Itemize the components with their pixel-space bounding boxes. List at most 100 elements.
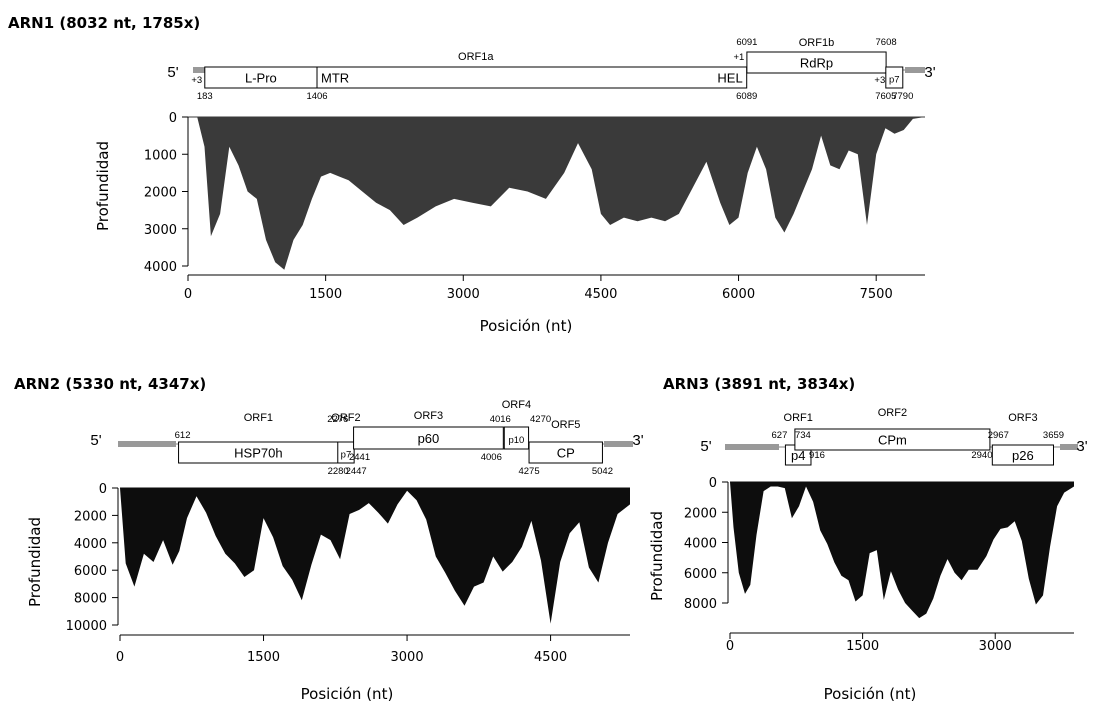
position-number: 612 (175, 430, 191, 441)
y-tick-label: 4000 (74, 537, 107, 552)
x-tick-label: 6000 (722, 287, 755, 302)
orf-label: ORF4 (502, 399, 531, 411)
orf-box-label: RdRp (800, 56, 833, 71)
orf-box (353, 426, 504, 450)
orf-label: ORF5 (551, 419, 580, 431)
three-prime-label: 3' (924, 64, 935, 81)
x-tick-label: 4500 (584, 287, 617, 302)
coverage-area (730, 482, 1074, 619)
y-tick-label: 2000 (74, 509, 107, 524)
y-tick-label: 10000 (66, 619, 107, 634)
utr-3 (905, 67, 925, 73)
orf-box-label: p4 (791, 448, 805, 463)
three-prime-label: 3' (1076, 438, 1087, 455)
five-prime-label: 5' (167, 64, 178, 81)
orf-box (991, 444, 1054, 466)
orf-box-label: HSP70h (234, 446, 282, 461)
genome-map: 5' 3' HSP70h p7 p60 p10 CP ORF1 ORF2 ORF3 ORF4 ORF5… (90, 399, 643, 477)
position-number: 2967 (988, 430, 1009, 441)
position-number: 6089 (736, 91, 757, 102)
genome-map: 5' 3' L-Pro MTR HEL RdRp p7 ORF1a ORF1b +3 183 1406… (167, 37, 935, 102)
y-tick-label: 2000 (684, 506, 717, 521)
y-tick-label: 6000 (684, 567, 717, 582)
position-number: 7790 (892, 91, 913, 102)
y-axis-label: Profundidad (94, 141, 112, 231)
three-prime-label: 3' (632, 432, 643, 449)
panel-title: ARN2 (5330 nt, 4347x) (14, 375, 206, 393)
y-tick-label: 0 (99, 482, 107, 497)
orf-box (528, 441, 603, 464)
y-tick-label: 0 (709, 476, 717, 491)
panel-title: ARN3 (3891 nt, 3834x) (663, 375, 855, 393)
orf-label: ORF3 (414, 410, 443, 422)
orf-box-label: L-Pro (245, 71, 277, 86)
position-number: 6091 (736, 37, 757, 48)
x-tick-label: 1500 (247, 650, 280, 665)
position-number: 2441 (349, 452, 370, 463)
genome-map: 5' 3' p4 CPm p26 ORF1 ORF2 ORF3 627 734 916 2940 296… (700, 407, 1088, 466)
utr-5 (725, 444, 779, 450)
position-number: 916 (809, 450, 825, 461)
y-axis-label: Profundidad (26, 517, 44, 607)
orf-box-label: p7 (341, 450, 352, 461)
x-axis-label: Posición (nt) (480, 317, 573, 335)
orf-label: ORF1b (799, 37, 834, 49)
panel-title: ARN1 (8032 nt, 1785x) (8, 14, 200, 32)
orf-box (794, 428, 991, 451)
x-tick-label: 0 (184, 287, 192, 302)
orf-label: ORF1a (458, 51, 494, 63)
x-tick-label: 4500 (534, 650, 567, 665)
orf-box (503, 426, 530, 450)
y-tick-label: 4000 (144, 260, 177, 275)
orf-box-label: CPm (878, 433, 907, 448)
y-tick-label: 8000 (684, 597, 717, 612)
coverage-area (120, 488, 630, 624)
five-prime-label: 5' (90, 432, 101, 449)
orf-box-label: p10 (508, 435, 524, 446)
coverage-area (188, 117, 925, 270)
x-tick-label: 7500 (860, 287, 893, 302)
y-tick-label: 6000 (74, 564, 107, 579)
y-tick-label: 2000 (144, 186, 177, 201)
orf-label: ORF2 (331, 412, 360, 424)
position-number: 2276 (327, 414, 348, 425)
coverage-plot: 0 1000 2000 3000 4000 0 1500 3000 4500 6000 7500 (144, 111, 925, 302)
orf-box (885, 66, 904, 89)
x-tick-label: 3000 (979, 639, 1012, 654)
coverage-plot: 0 2000 4000 6000 8000 10000 0 1500 3000 4500 (66, 482, 630, 665)
position-number: +3 (874, 75, 885, 86)
orf-box-label: CP (557, 446, 575, 461)
panel-arn1: ARN1 (8032 nt, 1785x) 5' 3' L-Pro MTR HEL RdR… (8, 14, 936, 335)
position-number: 7605 (875, 91, 896, 102)
position-number: +3 (191, 75, 202, 86)
x-axis-label: Posición (nt) (824, 685, 917, 703)
orf-box (316, 66, 748, 89)
position-number: 5042 (592, 466, 613, 477)
y-tick-label: 3000 (144, 223, 177, 238)
x-tick-label: 3000 (447, 287, 480, 302)
position-number: 4016 (490, 414, 511, 425)
position-number: 7608 (876, 37, 897, 48)
x-axis-label: Posición (nt) (301, 685, 394, 703)
utr-3 (1060, 444, 1078, 450)
utr-3 (604, 441, 633, 447)
orf-label: ORF1 (244, 412, 273, 424)
orf-label: ORF1 (784, 412, 813, 424)
orf-box-label: MTR (321, 71, 349, 86)
x-tick-label: 0 (726, 639, 734, 654)
position-number: 3659 (1043, 430, 1064, 441)
position-number: 4275 (518, 466, 539, 477)
position-number: 4270 (530, 414, 551, 425)
orf-label: ORF2 (878, 407, 907, 419)
x-tick-label: 1500 (309, 287, 342, 302)
orf-box-label: p26 (1012, 448, 1034, 463)
five-prime-label: 5' (700, 438, 711, 455)
position-number: 2280 (328, 466, 349, 477)
position-number: 2940 (971, 450, 992, 461)
y-tick-label: 0 (169, 111, 177, 126)
y-axis-label: Profundidad (648, 511, 666, 601)
panel-arn3: ARN3 (3891 nt, 3834x) 5' 3' p4 CPm p26 ORF1 OR… (648, 375, 1088, 703)
utr-5 (118, 441, 176, 447)
position-number: 183 (197, 91, 213, 102)
coverage-plot: 0 2000 4000 6000 8000 0 1500 3000 (684, 476, 1074, 654)
